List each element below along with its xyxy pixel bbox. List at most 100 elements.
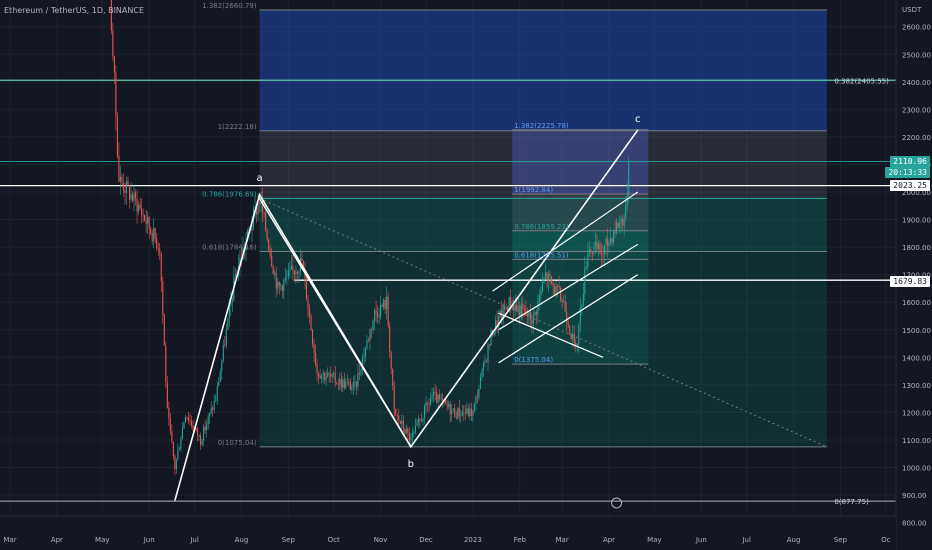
- candle-body: [369, 329, 371, 341]
- candle-body: [479, 377, 481, 389]
- candle-body: [339, 378, 341, 385]
- candle-body: [128, 186, 131, 200]
- candle-body: [475, 396, 477, 404]
- candle-body: [523, 308, 525, 310]
- candle-body: [328, 373, 330, 375]
- price-axis-tick: 1700.00: [902, 272, 931, 280]
- candle-body: [572, 333, 574, 339]
- candle-body: [192, 425, 194, 430]
- candle-body: [174, 455, 176, 470]
- candle-body: [354, 381, 356, 383]
- candle-body: [239, 257, 241, 267]
- candle-body: [169, 418, 171, 432]
- candle-body: [131, 194, 134, 202]
- candle-body: [413, 431, 415, 434]
- candle-body: [198, 435, 200, 437]
- candle-body: [600, 253, 603, 255]
- candle-body: [493, 330, 495, 336]
- candle-body: [272, 266, 274, 274]
- candle-body: [308, 308, 311, 316]
- time-axis-bg: [0, 516, 896, 550]
- candle-body: [228, 305, 230, 319]
- price-axis-tick: 1600.00: [902, 299, 931, 307]
- candle-body: [311, 329, 314, 345]
- candle-body: [141, 208, 143, 215]
- candle-body: [283, 279, 285, 292]
- candle-body: [429, 399, 432, 405]
- fib-label: 0(1075.04): [218, 439, 257, 447]
- candle-body: [609, 237, 612, 243]
- candle-body: [502, 306, 504, 320]
- candle-body: [547, 274, 550, 282]
- candle-body: [596, 241, 598, 250]
- candle-body: [165, 345, 167, 383]
- time-axis-tick: Sep: [834, 536, 848, 544]
- candle-body: [163, 314, 165, 346]
- fib2-label: 0(1375.04): [514, 356, 553, 364]
- time-axis-tick: Mar: [3, 536, 16, 544]
- candle-body: [401, 420, 403, 424]
- candle-body: [287, 270, 289, 277]
- last-price-badge: 2110.96: [890, 156, 930, 167]
- candle-body: [181, 428, 183, 440]
- candle-body: [563, 301, 565, 303]
- time-axis-tick: Apr: [51, 536, 63, 544]
- candle-body: [529, 310, 531, 320]
- candle-body: [546, 272, 548, 282]
- candle-body: [478, 388, 480, 398]
- candle-body: [599, 243, 601, 254]
- candle-body: [519, 305, 521, 317]
- candle-body: [575, 342, 577, 346]
- candle-body: [375, 310, 377, 313]
- candle-body: [466, 408, 468, 414]
- candle-body: [166, 382, 168, 408]
- candle-body: [549, 274, 551, 277]
- candle-body: [410, 437, 412, 441]
- candle-body: [399, 420, 401, 424]
- candle-body: [316, 364, 318, 373]
- wave-label-b: b: [408, 459, 414, 470]
- candle-body: [180, 439, 182, 449]
- candle-body: [581, 305, 583, 308]
- candle-body: [345, 382, 347, 389]
- candle-body: [284, 277, 286, 280]
- candle-body: [411, 433, 413, 438]
- candle-body: [436, 392, 438, 403]
- candle-body: [263, 212, 265, 214]
- fib-zone-0618: [259, 251, 827, 447]
- candle-body: [377, 312, 379, 318]
- candle-body: [534, 311, 536, 316]
- fib2-label: 1.382(2225.78): [514, 122, 569, 130]
- candle-body: [259, 203, 261, 204]
- time-axis-tick: Apr: [603, 536, 615, 544]
- candle-body: [116, 117, 118, 157]
- candle-body: [310, 315, 312, 330]
- candle-body: [171, 431, 173, 442]
- candle-body: [544, 272, 547, 279]
- candle-body: [266, 230, 268, 240]
- candle-body: [543, 278, 545, 283]
- candle-body: [346, 381, 348, 383]
- fib2-label: 0.786(1859.23): [514, 223, 569, 231]
- candle-body: [611, 237, 613, 243]
- candle-body: [620, 218, 622, 224]
- candle-body: [538, 295, 540, 301]
- candle-body: [216, 386, 218, 401]
- candle-body: [277, 281, 279, 289]
- candle-body: [271, 255, 273, 267]
- candle-body: [307, 299, 309, 309]
- candle-body: [420, 420, 423, 422]
- fib-zone-1: [259, 130, 827, 199]
- candle-body: [372, 320, 374, 330]
- candle-body: [535, 311, 537, 315]
- candle-body: [455, 416, 457, 419]
- candle-body: [219, 371, 221, 383]
- candle-body: [590, 249, 592, 252]
- candle-body: [355, 381, 357, 387]
- price-axis-tick: 1200.00: [902, 409, 931, 417]
- candle-body: [190, 421, 193, 426]
- candle-body: [360, 370, 362, 374]
- candle-body: [387, 296, 389, 327]
